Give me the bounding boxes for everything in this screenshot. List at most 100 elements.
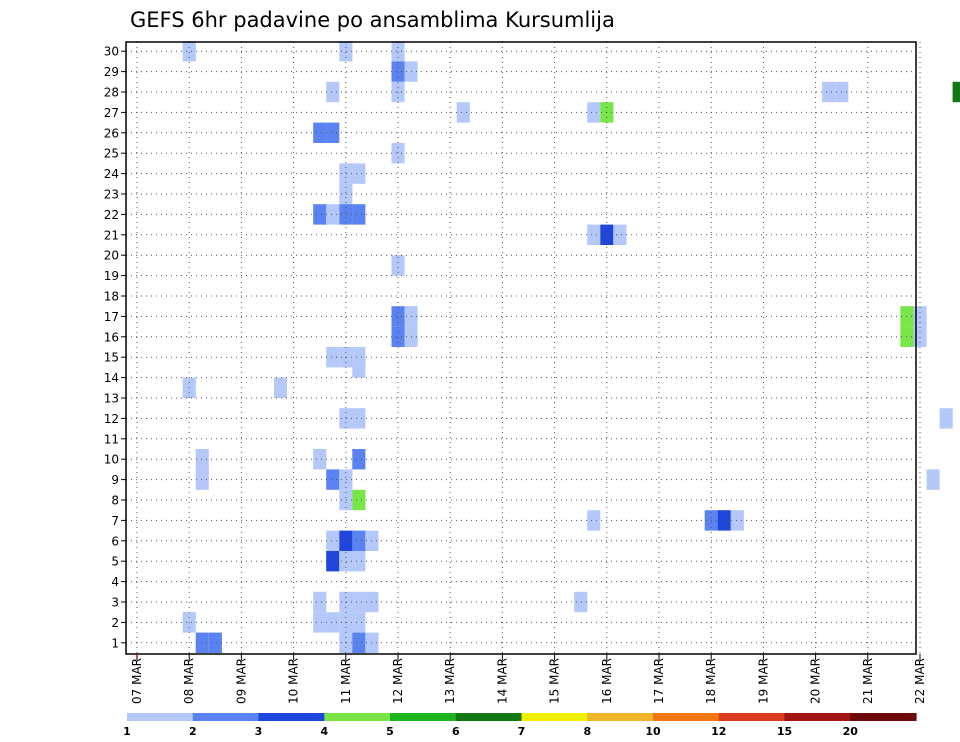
- y-tick-label: 23: [104, 188, 119, 202]
- y-tick-label: 5: [111, 555, 119, 569]
- heat-cell: [326, 81, 340, 103]
- heat-cell: [730, 510, 744, 531]
- x-tick-label: 18 MAR: [704, 658, 718, 704]
- colorbar-label: 3: [255, 725, 263, 738]
- x-tick-label: 07 MAR: [130, 658, 144, 704]
- y-tick-label: 4: [111, 575, 119, 589]
- heat-cell: [352, 551, 366, 572]
- colorbar: 1 2 3 4 5 6 7 8 10 12 15 20: [123, 713, 917, 738]
- y-tick-label: 11: [104, 432, 119, 446]
- y-axis: 1234567891011121314151617181920212223242…: [104, 45, 126, 650]
- heat-cell: [352, 489, 366, 511]
- colorbar-swatch: [390, 713, 457, 721]
- heat-cell: [339, 204, 353, 225]
- x-tick-label: 09 MAR: [234, 658, 248, 704]
- colorbar-label: 6: [452, 725, 460, 738]
- y-tick-label: 17: [104, 310, 119, 324]
- heat-cell: [195, 449, 209, 470]
- y-tick-label: 26: [104, 126, 119, 140]
- colorbar-swatch: [850, 713, 917, 721]
- plot-frame: [125, 41, 917, 655]
- heat-cell: [352, 449, 366, 470]
- heat-cell: [352, 530, 366, 551]
- colorbar-swatch: [324, 713, 391, 721]
- y-tick-label: 22: [104, 208, 119, 222]
- heat-cell: [352, 408, 366, 429]
- heat-cell: [313, 591, 327, 613]
- x-tick-label: 08 MAR: [182, 658, 196, 704]
- y-tick-label: 12: [104, 412, 119, 426]
- colorbar-label: 10: [645, 725, 661, 738]
- heat-cell: [391, 61, 405, 82]
- y-tick-label: 3: [111, 596, 119, 610]
- heat-cell: [939, 408, 953, 429]
- colorbar-label: 20: [843, 725, 859, 738]
- grid-layer: [126, 42, 921, 654]
- heat-cell: [208, 632, 222, 653]
- heat-cell: [339, 469, 353, 490]
- heat-cell: [326, 469, 340, 490]
- heat-cell: [352, 163, 366, 184]
- heat-cell: [313, 612, 327, 633]
- heat-cell: [195, 632, 209, 653]
- heat-cell: [182, 41, 196, 62]
- heat-cell: [587, 510, 601, 531]
- heat-cell: [587, 102, 601, 123]
- y-tick-label: 6: [111, 534, 119, 548]
- heat-cell: [274, 377, 288, 398]
- heat-cell: [313, 122, 327, 143]
- x-tick-label: 11 MAR: [339, 658, 353, 704]
- heat-cell: [913, 306, 927, 327]
- heat-cell: [339, 183, 353, 205]
- colorbar-label: 12: [711, 725, 726, 738]
- y-tick-label: 18: [104, 290, 119, 304]
- x-tick-label: 17 MAR: [652, 658, 666, 704]
- y-tick-label: 7: [111, 514, 119, 528]
- y-tick-label: 9: [111, 473, 119, 487]
- heat-cell: [587, 224, 601, 245]
- y-tick-label: 27: [104, 106, 119, 120]
- heat-cell: [352, 612, 366, 633]
- x-tick-label: 10 MAR: [287, 658, 301, 704]
- colorbar-swatch: [192, 713, 260, 721]
- x-tick-label: 12 MAR: [391, 658, 405, 704]
- heat-cell: [313, 204, 327, 225]
- y-tick-label: 15: [104, 351, 119, 365]
- colorbar-swatch: [784, 713, 851, 721]
- chart-title: GEFS 6hr padavine po ansamblima Kursumli…: [130, 8, 615, 32]
- y-tick-label: 30: [104, 45, 119, 59]
- heat-cell: [913, 326, 927, 347]
- colorbar-swatch: [521, 713, 588, 721]
- x-axis: 07 MAR 08 MAR 09 MAR 10 MAR 11 MAR 12 MAR 13 M…: [130, 654, 927, 704]
- colorbar-label: 5: [386, 725, 394, 738]
- heat-cell: [822, 81, 836, 103]
- y-tick-label: 14: [104, 371, 119, 385]
- heat-cell: [391, 326, 405, 347]
- colorbar-swatch: [718, 713, 786, 721]
- heat-cell: [326, 551, 340, 572]
- heat-cell: [339, 163, 353, 184]
- y-tick-label: 29: [104, 65, 119, 79]
- heat-cell: [613, 224, 627, 245]
- colorbar-swatch: [455, 713, 523, 721]
- heat-cell: [352, 632, 366, 653]
- heat-cell: [456, 102, 470, 123]
- y-tick-label: 13: [104, 392, 119, 406]
- heat-cell: [339, 530, 353, 551]
- heat-cell: [195, 469, 209, 490]
- heat-cell: [352, 591, 366, 613]
- heat-cell: [926, 469, 940, 490]
- colorbar-swatch: [258, 713, 325, 721]
- heat-cell: [352, 204, 366, 225]
- heat-cell: [391, 41, 405, 62]
- x-tick-label: 14 MAR: [495, 658, 509, 704]
- heat-cell: [717, 510, 731, 531]
- colorbar-label: 7: [518, 725, 526, 738]
- heat-cell: [391, 143, 405, 164]
- heat-cell: [326, 204, 340, 225]
- colorbar-label: 8: [583, 725, 591, 738]
- x-tick-label: 19 MAR: [756, 658, 770, 704]
- heat-cell: [339, 551, 353, 572]
- y-tick-label: 28: [104, 86, 119, 100]
- x-tick-label: 20 MAR: [809, 658, 823, 704]
